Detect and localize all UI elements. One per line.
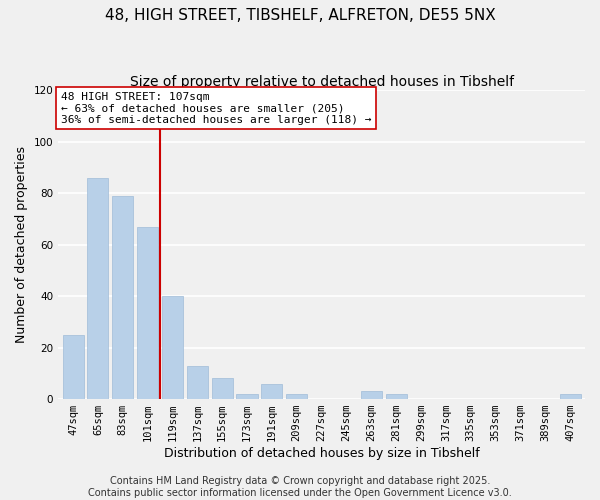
Bar xyxy=(187,366,208,399)
Text: 48 HIGH STREET: 107sqm
← 63% of detached houses are smaller (205)
36% of semi-de: 48 HIGH STREET: 107sqm ← 63% of detached… xyxy=(61,92,371,125)
Bar xyxy=(236,394,257,399)
Bar xyxy=(137,226,158,399)
Bar xyxy=(386,394,407,399)
Bar xyxy=(112,196,133,399)
Bar xyxy=(361,392,382,399)
Bar xyxy=(212,378,233,399)
Bar xyxy=(560,394,581,399)
Text: Contains HM Land Registry data © Crown copyright and database right 2025.
Contai: Contains HM Land Registry data © Crown c… xyxy=(88,476,512,498)
Bar xyxy=(88,178,109,399)
X-axis label: Distribution of detached houses by size in Tibshelf: Distribution of detached houses by size … xyxy=(164,447,479,460)
Bar xyxy=(62,334,83,399)
Bar xyxy=(262,384,283,399)
Y-axis label: Number of detached properties: Number of detached properties xyxy=(15,146,28,343)
Bar xyxy=(162,296,183,399)
Text: 48, HIGH STREET, TIBSHELF, ALFRETON, DE55 5NX: 48, HIGH STREET, TIBSHELF, ALFRETON, DE5… xyxy=(104,8,496,22)
Title: Size of property relative to detached houses in Tibshelf: Size of property relative to detached ho… xyxy=(130,75,514,89)
Bar xyxy=(286,394,307,399)
